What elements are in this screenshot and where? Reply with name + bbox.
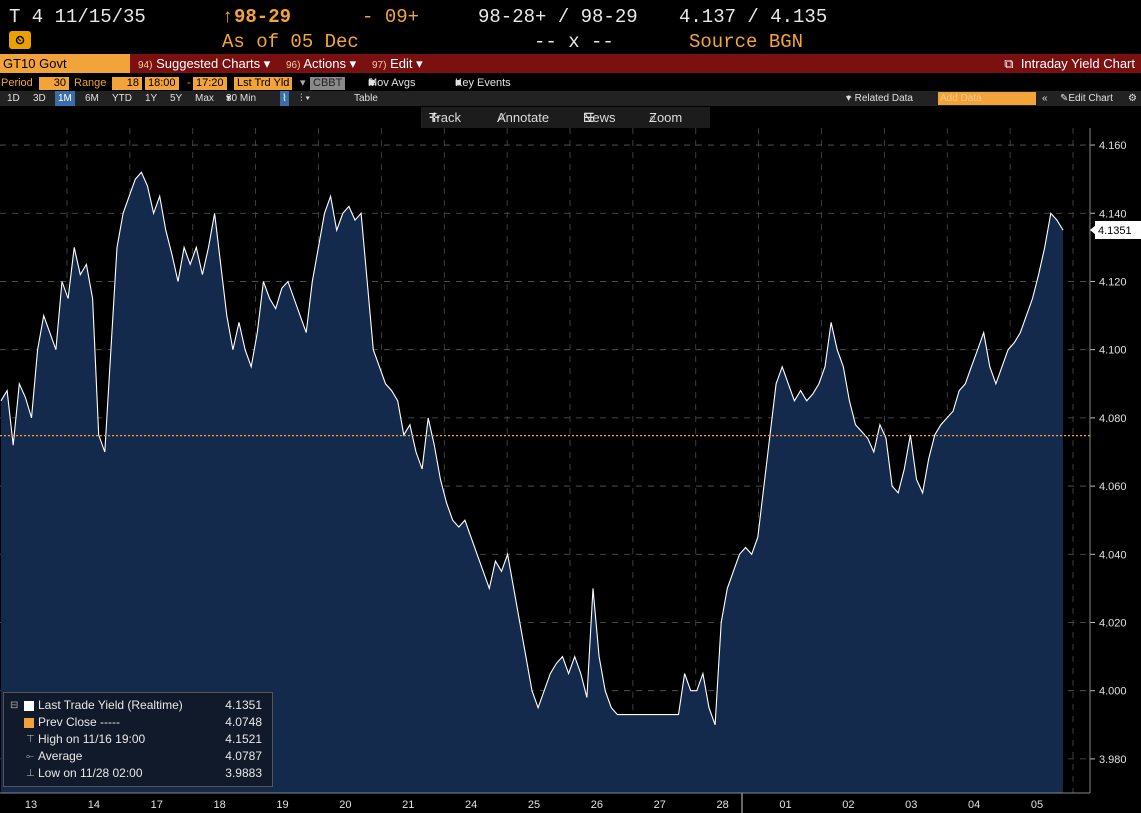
last-value-marker: 4.1351 — [1090, 220, 1141, 239]
source-field[interactable]: CBBT — [310, 77, 346, 90]
yield-line — [0, 171, 1064, 725]
tf-1d[interactable]: 1D — [7, 93, 20, 104]
checkbox-icon: ■ — [455, 77, 462, 89]
tf-1m[interactable]: 1M — [55, 91, 75, 106]
timeframe-bar: 1D 3D 1M 6M YTD 1Y 5Y Max 30 Min ▾ ⌇ ⫶ ▾… — [0, 91, 1141, 106]
pencil-icon: ⟋ — [497, 110, 507, 125]
x-tick-label: 20 — [339, 799, 351, 811]
bid-ask-price: 98-28+ / 98-29 — [478, 6, 638, 28]
table-button[interactable]: Table — [354, 93, 378, 104]
news-icon: ☰ — [583, 110, 595, 125]
x-tick-label: 21 — [402, 799, 414, 811]
mov-avgs-toggle[interactable]: ■ Mov Avgs ✎ — [368, 77, 416, 89]
chart-toolbar: ✛ Track ⟋ Annotate ☰ News ⌕ Zoom — [421, 107, 710, 128]
x-tick-label: 24 — [465, 799, 477, 811]
x-tick-label: 18 — [214, 799, 226, 811]
add-data-input[interactable]: Add Data — [938, 92, 1036, 105]
legend-low: ⊥ Low on 11/28 02:00 3.9883 — [26, 766, 262, 780]
gear-icon[interactable]: ⚙ — [1128, 93, 1137, 104]
x-tick-label: 13 — [25, 799, 37, 811]
y-tick-label: 4.080 — [1099, 413, 1127, 425]
tf-6m[interactable]: 6M — [85, 93, 99, 104]
popout-icon: ⧉ — [1004, 56, 1014, 71]
checkbox-icon: ■ — [368, 77, 375, 89]
actions-menu[interactable]: 96) Actions ▾ — [286, 56, 357, 71]
y-tick-label: 4.060 — [1099, 481, 1127, 493]
as-of-date: As of 05 Dec — [222, 31, 359, 53]
low-marker-icon: ⊥ — [26, 768, 35, 779]
security-name: T 4 11/15/35 — [9, 6, 146, 28]
period-label: Period — [1, 77, 33, 89]
high-marker-icon: ⊤ — [26, 734, 35, 745]
y-tick-label: 4.140 — [1099, 208, 1127, 220]
range-to-field[interactable]: 17:20 — [193, 77, 227, 90]
range-label: Range — [74, 77, 107, 89]
y-tick-label: 4.100 — [1099, 345, 1127, 357]
tf-1y[interactable]: 1Y — [145, 93, 158, 104]
params-bar: Period 30 Range 18 18:00 - 17:20 Lst Trd… — [1, 77, 511, 90]
x-tick-label: 17 — [151, 799, 163, 811]
range-field[interactable]: 18 — [112, 77, 142, 90]
bid-ask-yield: 4.137 / 4.135 — [679, 6, 828, 28]
legend-prev-close: Prev Close ----- 4.0748 — [8, 714, 268, 731]
range-from-field[interactable]: 18:00 — [145, 77, 179, 90]
x-tick-label: 01 — [779, 799, 791, 811]
collapse-icon[interactable]: « — [1042, 93, 1048, 104]
line-chart-icon[interactable]: ⌇ — [280, 91, 289, 106]
tf-max[interactable]: Max — [195, 93, 214, 104]
chart-title[interactable]: ⧉ Intraday Yield Chart — [1004, 56, 1135, 71]
bar-chart-icon[interactable]: ⫶ ▾ — [300, 93, 311, 104]
x-tick-label: 05 — [1031, 799, 1043, 811]
y-tick-label: 4.020 — [1099, 617, 1127, 629]
y-tick-label: 4.120 — [1099, 276, 1127, 288]
interval-select[interactable]: 30 Min ▾ — [226, 93, 257, 104]
x-tick-label: 26 — [591, 799, 603, 811]
legend-average: ⟜ Average 4.0787 — [26, 749, 262, 763]
tf-3d[interactable]: 3D — [33, 93, 46, 104]
ticker-field[interactable]: GT10 Govt — [0, 54, 130, 73]
magnifier-icon: ⌕ — [649, 110, 657, 125]
tf-5y[interactable]: 5Y — [170, 93, 183, 104]
last-value-label: 4.1351 — [1098, 225, 1132, 237]
crosshair-icon: ✛ — [429, 110, 440, 125]
x-tick-label: 19 — [276, 799, 288, 811]
chart-legend[interactable]: ⊟ Last Trade Yield (Realtime) 4.1351 Pre… — [3, 692, 273, 787]
yield-area — [1, 172, 1063, 794]
x-tick-label: 28 — [717, 799, 729, 811]
price-change: - 09+ — [362, 6, 420, 28]
dropdown-icon[interactable]: ▾ — [300, 77, 306, 89]
x-axis: 13 14 17 18 19 20 21 24 25 26 27 28 01 02 03 04 05 — [0, 792, 1090, 813]
function-bar: GT10 Govt 94) Suggested Charts ▾ 96) Act… — [0, 54, 1141, 73]
y-tick-label: 4.160 — [1099, 140, 1127, 152]
up-arrow-icon: ↑ — [222, 6, 234, 28]
gauge-icon[interactable]: ⏲ — [9, 31, 31, 49]
x-tick-label: 03 — [905, 799, 917, 811]
average-marker-icon: ⟜ — [26, 751, 34, 762]
x-tick-label: 14 — [88, 799, 100, 811]
price-source: Source BGN — [689, 31, 804, 53]
x-tick-label: 02 — [842, 799, 854, 811]
related-data-menu[interactable]: + Related Data ▾ — [846, 93, 913, 104]
quote-header: T 4 11/15/35 ↑ 98-29 - 09+ 98-28+ / 98-2… — [0, 0, 1141, 54]
field-select[interactable]: Lst Trd Yld — [234, 77, 293, 90]
period-field[interactable]: 30 — [39, 77, 69, 90]
last-price: 98-29 — [234, 6, 292, 28]
tf-ytd[interactable]: YTD — [112, 93, 132, 104]
x-tick-label: 04 — [968, 799, 980, 811]
x-tick-label: 25 — [528, 799, 540, 811]
edit-chart-button[interactable]: ✎ Edit Chart — [1060, 93, 1113, 104]
y-tick-label: 3.980 — [1099, 754, 1127, 766]
last-value-box — [1095, 220, 1141, 239]
x-tick-label: 27 — [654, 799, 666, 811]
legend-last: ⊟ Last Trade Yield (Realtime) 4.1351 — [10, 698, 262, 712]
y-tick-label: 4.040 — [1099, 549, 1127, 561]
y-tick-label: 4.000 — [1099, 686, 1127, 698]
edit-menu[interactable]: 97) Edit ▾ — [372, 56, 423, 71]
trade-size: -- x -- — [534, 31, 614, 53]
y-axis: 3.980 4.000 4.020 4.040 4.060 4.080 4.100 4.120… — [1089, 128, 1127, 793]
suggested-charts-menu[interactable]: 94) Suggested Charts ▾ — [138, 56, 271, 71]
legend-high: ⊤ High on 11/16 19:00 4.1521 — [26, 732, 262, 746]
last-value-pointer — [1090, 224, 1096, 235]
